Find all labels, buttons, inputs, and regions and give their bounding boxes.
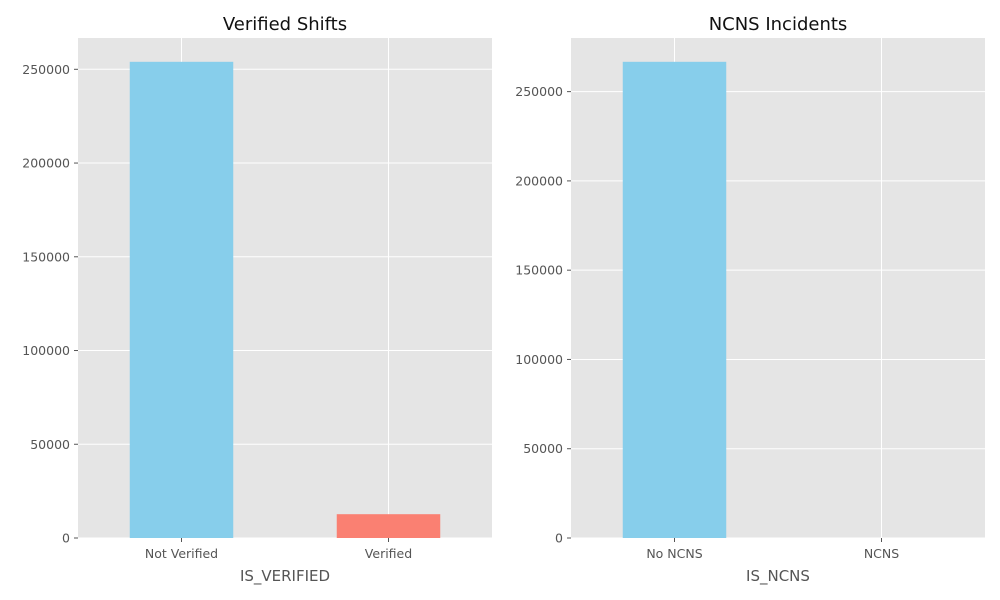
y-tick-label: 0 — [62, 531, 70, 546]
y-tick-label: 200000 — [22, 156, 70, 171]
chart-title: Verified Shifts — [223, 14, 347, 35]
y-tick-label: 0 — [555, 531, 563, 546]
x-tick-label: Not Verified — [145, 546, 218, 561]
x-tick-label: Verified — [365, 546, 412, 561]
y-tick-label: 100000 — [515, 352, 563, 367]
y-tick-label: 250000 — [515, 84, 563, 99]
bar-no-ncns — [622, 61, 727, 539]
bar-not-verified — [129, 61, 234, 539]
y-tick-label: 100000 — [22, 343, 70, 358]
y-tick-label: 200000 — [515, 173, 563, 188]
chart-verified-shifts: Verified Shifts IS_VERIFIED 0 50000 100000… — [22, 14, 492, 586]
y-tick-label: 150000 — [22, 249, 70, 264]
chart-title: NCNS Incidents — [709, 14, 848, 35]
x-axis-label: IS_VERIFIED — [240, 567, 330, 586]
y-tick-label: 250000 — [22, 62, 70, 77]
x-tick-label: NCNS — [864, 546, 899, 561]
bar-verified — [336, 514, 441, 538]
x-axis-label: IS_NCNS — [746, 567, 810, 586]
y-tick-label: 50000 — [30, 437, 70, 452]
y-tick-label: 50000 — [523, 441, 563, 456]
x-tick-label: No NCNS — [646, 546, 702, 561]
chart-ncns-incidents: NCNS Incidents IS_NCNS 0 50000 100000 15000… — [515, 14, 985, 586]
y-tick-label: 150000 — [515, 263, 563, 278]
